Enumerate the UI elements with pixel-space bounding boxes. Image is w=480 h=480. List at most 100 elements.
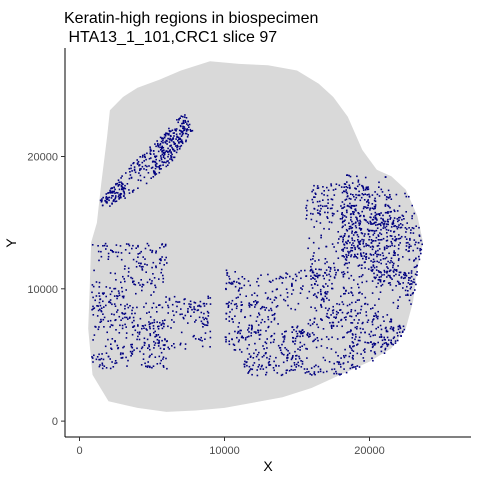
keratin-point (355, 336, 357, 338)
keratin-point (228, 340, 230, 343)
keratin-point (403, 328, 406, 331)
keratin-point (248, 306, 251, 308)
keratin-point (97, 305, 99, 307)
keratin-point (360, 275, 363, 278)
keratin-point (228, 278, 231, 280)
keratin-point (379, 223, 382, 225)
keratin-point (343, 316, 346, 319)
keratin-point (100, 310, 103, 313)
keratin-point (141, 268, 143, 270)
keratin-point (330, 348, 333, 350)
keratin-point (183, 302, 185, 305)
keratin-point (168, 138, 171, 141)
keratin-point (153, 153, 155, 155)
keratin-point (315, 268, 317, 270)
keratin-point (354, 208, 356, 211)
keratin-point (324, 262, 326, 265)
keratin-point (421, 243, 423, 246)
keratin-point (255, 301, 258, 304)
keratin-point (394, 342, 397, 344)
keratin-point (306, 348, 308, 350)
keratin-point (390, 230, 392, 232)
keratin-point (256, 294, 259, 297)
keratin-point (184, 114, 186, 116)
keratin-point (114, 340, 116, 343)
keratin-point (362, 207, 365, 210)
keratin-point (341, 311, 344, 314)
keratin-point (333, 262, 335, 265)
keratin-point (157, 142, 159, 145)
keratin-point (273, 338, 275, 341)
keratin-point (161, 339, 163, 342)
keratin-point (328, 221, 331, 223)
keratin-point (126, 365, 128, 367)
keratin-point (157, 150, 160, 153)
keratin-point (256, 374, 259, 377)
keratin-point (132, 162, 134, 165)
keratin-point (325, 269, 328, 271)
keratin-point (345, 198, 348, 201)
keratin-point (106, 331, 108, 334)
keratin-point (384, 176, 387, 178)
keratin-point (361, 264, 363, 266)
keratin-point (175, 130, 177, 132)
keratin-point (383, 248, 386, 251)
keratin-point (162, 154, 165, 157)
keratin-point (385, 240, 388, 242)
keratin-point (109, 358, 111, 360)
keratin-point (98, 292, 100, 294)
keratin-point (154, 143, 156, 145)
keratin-point (360, 353, 362, 355)
keratin-point (332, 324, 335, 327)
keratin-point (162, 156, 165, 159)
keratin-point (392, 222, 394, 224)
keratin-point (383, 336, 385, 339)
keratin-point (287, 304, 289, 307)
keratin-point (280, 374, 283, 377)
keratin-point (338, 303, 341, 306)
keratin-point (132, 280, 134, 283)
keratin-point (204, 317, 207, 319)
keratin-point (115, 200, 118, 202)
keratin-point (331, 287, 333, 290)
keratin-point (121, 290, 124, 293)
keratin-point (290, 307, 292, 310)
keratin-point (359, 248, 362, 251)
keratin-point (357, 179, 360, 182)
keratin-point (275, 277, 278, 280)
keratin-point (165, 161, 167, 164)
keratin-point (248, 365, 251, 368)
keratin-point (355, 256, 358, 258)
keratin-point (356, 326, 358, 328)
keratin-point (367, 206, 369, 209)
keratin-point (320, 304, 322, 307)
keratin-point (301, 345, 303, 347)
keratin-point (340, 295, 342, 298)
keratin-point (109, 287, 111, 289)
keratin-point (397, 305, 399, 307)
keratin-point (141, 269, 144, 271)
keratin-point (298, 355, 300, 358)
keratin-point (100, 201, 103, 203)
keratin-point (158, 166, 161, 169)
keratin-point (406, 222, 408, 224)
keratin-point (382, 223, 385, 225)
keratin-point (123, 268, 126, 270)
keratin-point (350, 309, 353, 311)
keratin-point (390, 259, 392, 262)
keratin-point (343, 273, 346, 275)
keratin-point (354, 198, 356, 201)
keratin-point (163, 153, 166, 156)
keratin-point (404, 272, 406, 274)
keratin-point (413, 281, 416, 284)
keratin-point (380, 271, 382, 274)
keratin-point (105, 352, 108, 354)
keratin-point (360, 196, 363, 199)
keratin-point (313, 333, 315, 336)
keratin-point (384, 347, 387, 350)
keratin-point (398, 331, 401, 333)
keratin-point (156, 162, 158, 165)
keratin-point (155, 145, 157, 148)
keratin-point (231, 283, 234, 285)
keratin-point (177, 136, 180, 139)
